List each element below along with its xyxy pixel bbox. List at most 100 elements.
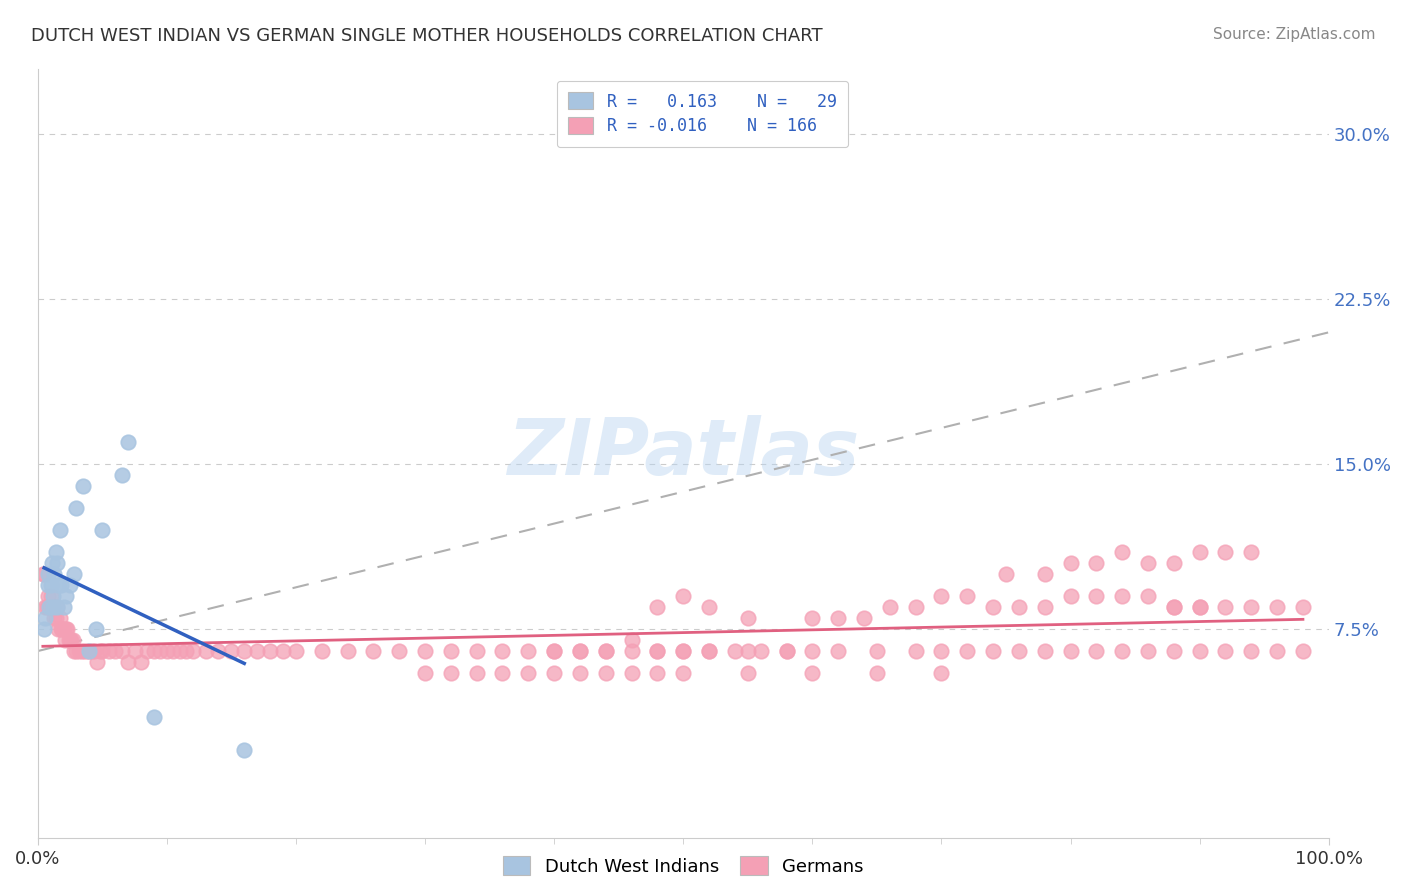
Point: [595, 644, 617, 658]
Point: [1137, 589, 1160, 603]
Text: ZIPatlas: ZIPatlas: [508, 416, 859, 491]
Point: [91, 523, 114, 537]
Point: [465, 644, 488, 658]
Point: [517, 644, 540, 658]
Point: [35, 600, 58, 615]
Point: [91, 644, 114, 658]
Point: [1188, 644, 1211, 658]
Point: [1085, 644, 1108, 658]
Point: [388, 644, 411, 658]
Point: [117, 435, 139, 450]
Point: [31, 567, 53, 582]
Point: [801, 611, 824, 625]
Point: [58, 633, 80, 648]
Point: [697, 644, 720, 658]
Point: [117, 655, 139, 669]
Point: [737, 666, 759, 681]
Point: [194, 644, 217, 658]
Point: [1240, 600, 1263, 615]
Point: [647, 666, 669, 681]
Point: [737, 644, 759, 658]
Point: [49, 578, 72, 592]
Point: [42, 589, 65, 603]
Point: [42, 600, 65, 615]
Point: [38, 600, 60, 615]
Point: [1059, 556, 1081, 570]
Point: [440, 666, 463, 681]
Point: [1008, 600, 1031, 615]
Point: [879, 600, 901, 615]
Point: [1163, 644, 1185, 658]
Point: [51, 622, 73, 636]
Point: [1033, 644, 1056, 658]
Point: [284, 644, 307, 658]
Point: [311, 644, 333, 658]
Point: [44, 611, 66, 625]
Point: [259, 644, 281, 658]
Point: [1188, 600, 1211, 615]
Point: [801, 666, 824, 681]
Point: [124, 644, 146, 658]
Point: [39, 589, 62, 603]
Point: [904, 600, 927, 615]
Point: [775, 644, 797, 658]
Point: [142, 644, 165, 658]
Point: [336, 644, 359, 658]
Point: [34, 600, 56, 615]
Point: [543, 644, 565, 658]
Point: [1111, 589, 1133, 603]
Point: [79, 644, 101, 658]
Point: [931, 666, 953, 681]
Point: [568, 644, 591, 658]
Point: [62, 633, 84, 648]
Point: [620, 666, 643, 681]
Point: [52, 600, 75, 615]
Point: [595, 644, 617, 658]
Point: [89, 644, 111, 658]
Point: [363, 644, 385, 658]
Point: [63, 567, 86, 582]
Point: [83, 644, 105, 658]
Point: [1137, 644, 1160, 658]
Point: [1215, 545, 1237, 559]
Point: [48, 523, 70, 537]
Point: [775, 644, 797, 658]
Point: [1215, 600, 1237, 615]
Point: [1240, 644, 1263, 658]
Point: [931, 589, 953, 603]
Point: [63, 644, 86, 658]
Point: [233, 644, 256, 658]
Point: [169, 644, 191, 658]
Point: [110, 468, 132, 483]
Point: [129, 655, 152, 669]
Text: DUTCH WEST INDIAN VS GERMAN SINGLE MOTHER HOUSEHOLDS CORRELATION CHART: DUTCH WEST INDIAN VS GERMAN SINGLE MOTHE…: [31, 27, 823, 45]
Point: [59, 578, 82, 592]
Point: [45, 545, 67, 559]
Point: [1240, 545, 1263, 559]
Point: [73, 644, 96, 658]
Point: [207, 644, 229, 658]
Point: [65, 644, 87, 658]
Point: [1163, 600, 1185, 615]
Point: [491, 644, 513, 658]
Point: [413, 644, 436, 658]
Point: [84, 622, 107, 636]
Point: [37, 589, 59, 603]
Point: [620, 644, 643, 658]
Point: [568, 666, 591, 681]
Point: [1059, 644, 1081, 658]
Point: [1085, 556, 1108, 570]
Point: [104, 644, 127, 658]
Point: [46, 600, 69, 615]
Point: [110, 644, 132, 658]
Point: [956, 644, 979, 658]
Point: [595, 666, 617, 681]
Point: [543, 644, 565, 658]
Point: [46, 578, 69, 592]
Point: [568, 644, 591, 658]
Point: [517, 666, 540, 681]
Point: [97, 644, 120, 658]
Point: [620, 633, 643, 648]
Point: [956, 589, 979, 603]
Point: [46, 600, 69, 615]
